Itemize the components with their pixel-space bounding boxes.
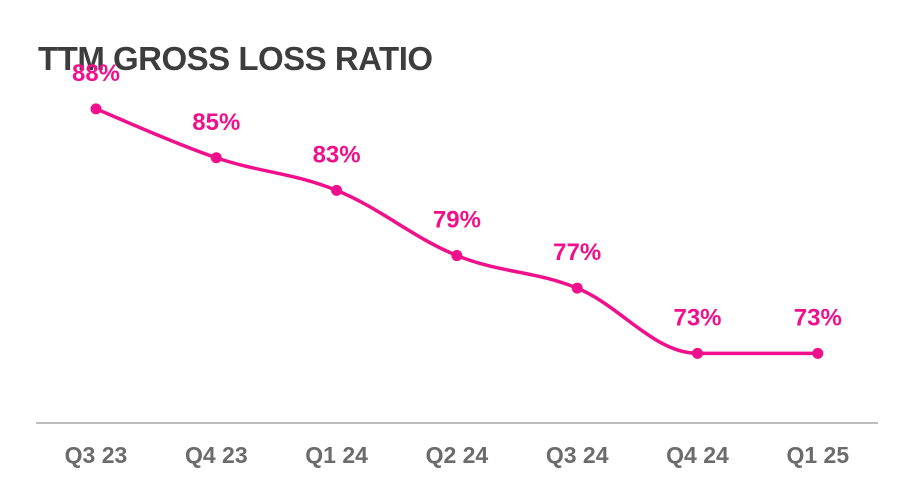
data-label-q4-24: 73% (673, 304, 721, 331)
x-tick-labels: Q3 23 Q4 23 Q1 24 Q2 24 Q3 24 Q4 24 Q1 25 (65, 442, 850, 468)
data-points (90, 103, 824, 359)
x-tick-q2-24: Q2 24 (426, 442, 489, 468)
data-point-q2-24 (451, 250, 463, 262)
data-point-q4-23 (210, 152, 222, 164)
data-label-q3-23: 88% (72, 60, 120, 87)
x-tick-q4-24: Q4 24 (666, 442, 729, 468)
x-tick-q3-24: Q3 24 (546, 442, 609, 468)
x-tick-q3-23: Q3 23 (65, 442, 128, 468)
x-tick-q1-24: Q1 24 (305, 442, 368, 468)
data-label-q2-24: 79% (433, 207, 481, 234)
x-tick-q1-25: Q1 25 (786, 442, 849, 468)
data-label-q3-24: 77% (553, 239, 601, 266)
data-labels: 88% 85% 83% 79% 77% 73% 73% (72, 60, 842, 331)
data-point-q4-24 (692, 347, 703, 359)
data-point-q1-24 (331, 184, 343, 196)
chart-title: TTM GROSS LOSS RATIO (38, 40, 433, 77)
x-tick-q4-23: Q4 23 (185, 442, 248, 468)
data-label-q4-23: 85% (192, 109, 240, 136)
data-point-q1-25 (812, 347, 824, 359)
data-label-q1-25: 73% (794, 304, 842, 331)
data-point-q3-24 (571, 282, 583, 294)
data-point-q3-23 (90, 103, 102, 115)
data-label-q1-24: 83% (313, 141, 361, 168)
